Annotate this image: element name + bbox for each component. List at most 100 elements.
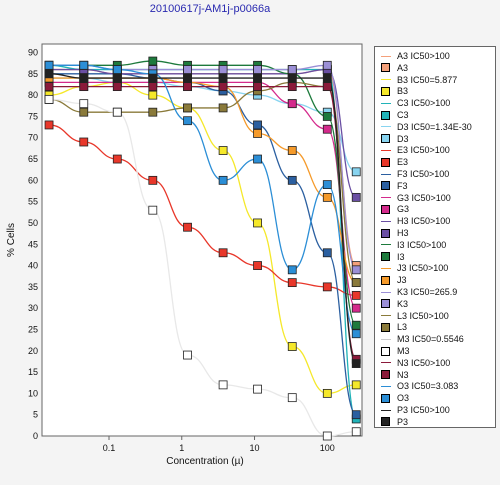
data-point-p3 — [253, 73, 262, 83]
legend-marker-j3: J3 — [381, 274, 407, 286]
legend-marker-label: D3 — [397, 133, 409, 144]
legend-marker-label: H3 — [397, 228, 409, 238]
data-point-o3 — [112, 65, 122, 74]
x-axis-label: Concentration (µ) — [166, 456, 243, 467]
legend-marker-swatch — [381, 110, 390, 120]
data-points — [44, 56, 361, 441]
legend-marker-swatch — [381, 417, 390, 427]
data-point-i3 — [148, 56, 158, 66]
legend-fit-f3: F3 IC50>100 — [381, 168, 449, 180]
legend-fit-label: A3 IC50>100 — [397, 51, 450, 61]
legend-fit-e3: E3 IC50>100 — [381, 144, 450, 156]
legend-marker-swatch — [381, 346, 390, 356]
legend-line-swatch — [381, 315, 391, 317]
legend-line-swatch — [381, 385, 391, 387]
data-point-g3 — [287, 99, 297, 109]
legend-marker-label: O3 — [397, 393, 410, 404]
data-point-o3 — [287, 265, 297, 275]
legend-marker-label: E3 — [397, 157, 409, 168]
data-point-m3 — [322, 431, 332, 441]
legend-fit-c3: C3 IC50>100 — [381, 97, 450, 109]
data-point-n3 — [183, 82, 192, 92]
y-tick-label: 25 — [28, 324, 38, 334]
y-tick-label: 60 — [28, 175, 38, 185]
x-tick-label: 1 — [179, 443, 184, 453]
legend-marker-swatch — [381, 299, 390, 309]
data-point-e3 — [148, 175, 158, 185]
data-point-n3 — [79, 82, 89, 92]
y-tick-label: 75 — [28, 111, 38, 121]
data-point-l3 — [79, 107, 89, 117]
y-tick-label: 80 — [28, 90, 38, 100]
legend-marker-b3: B3 — [381, 85, 408, 97]
legend-fit-i3: I3 IC50>100 — [381, 239, 446, 251]
legend-marker-l3: L3 — [381, 321, 407, 333]
y-tick-label: 30 — [28, 303, 38, 313]
legend-fit-g3: G3 IC50>100 — [381, 192, 451, 204]
legend-fit-m3: M3 IC50=0.5546 — [381, 333, 464, 345]
data-point-k3 — [218, 65, 228, 74]
data-point-p3 — [322, 73, 332, 83]
data-point-b3 — [253, 218, 262, 228]
legend-fit-label: D3 IC50=1.34E-30 — [397, 121, 472, 132]
legend-marker-label: F3 — [397, 180, 408, 191]
legend-line-swatch — [381, 173, 391, 175]
data-point-p3 — [218, 73, 228, 83]
data-point-e3 — [218, 248, 228, 258]
data-point-e3 — [44, 120, 54, 130]
data-point-m3 — [112, 107, 122, 117]
legend: A3 IC50>100 A3 B3 IC50=5.877 B3 C3 IC50>100 C… — [374, 46, 496, 428]
data-point-d3 — [351, 167, 361, 177]
data-point-m3 — [287, 393, 297, 403]
data-point-i3 — [322, 112, 332, 121]
data-point-j3 — [322, 192, 332, 202]
legend-fit-k3: K3 IC50=265.9 — [381, 286, 457, 298]
data-point-f3 — [322, 248, 332, 258]
y-tick-label: 10 — [28, 388, 38, 398]
data-point-p3 — [287, 73, 297, 83]
y-tick-label: 40 — [28, 261, 38, 271]
data-point-m3 — [351, 427, 361, 437]
data-point-m3 — [79, 99, 89, 109]
data-point-j3 — [253, 129, 262, 138]
data-point-m3 — [183, 350, 192, 360]
legend-marker-e3: E3 — [381, 156, 408, 168]
data-point-o3 — [253, 154, 262, 164]
legend-marker-h3: H3 — [381, 227, 409, 239]
legend-line-swatch — [381, 267, 391, 269]
legend-marker-swatch — [381, 275, 390, 285]
legend-marker-swatch — [381, 370, 390, 380]
data-point-n3 — [253, 82, 262, 92]
data-point-o3 — [183, 116, 192, 126]
data-point-o3 — [218, 175, 228, 185]
fit-curve-e3 — [49, 124, 357, 297]
legend-marker-d3: D3 — [381, 133, 409, 145]
legend-line-swatch — [381, 55, 391, 57]
legend-line-swatch — [381, 102, 391, 104]
legend-marker-swatch — [381, 252, 390, 262]
y-tick-label: 85 — [28, 69, 38, 79]
legend-marker-label: I3 — [397, 251, 405, 262]
data-point-k3 — [253, 65, 262, 74]
y-tick-label: 55 — [28, 197, 38, 207]
data-point-n3 — [148, 82, 158, 92]
data-point-f3 — [287, 175, 297, 185]
data-point-n3 — [287, 82, 297, 92]
legend-marker-n3: N3 — [381, 369, 409, 381]
legend-marker-swatch — [381, 63, 390, 73]
legend-marker-label: A3 — [397, 62, 409, 73]
data-point-l3 — [218, 103, 228, 113]
legend-marker-f3: F3 — [381, 180, 408, 192]
data-point-n3 — [44, 82, 54, 92]
y-tick-label: 35 — [28, 282, 38, 292]
data-point-b3 — [322, 388, 332, 398]
legend-line-swatch — [381, 126, 391, 128]
data-point-e3 — [112, 154, 122, 164]
legend-fit-label: I3 IC50>100 — [397, 239, 447, 250]
legend-marker-i3: I3 — [381, 251, 405, 263]
data-point-p3 — [183, 73, 192, 83]
legend-marker-g3: G3 — [381, 203, 409, 215]
y-tick-label: 5 — [33, 410, 38, 420]
legend-fit-label: G3 IC50>100 — [397, 192, 451, 203]
data-point-i3 — [351, 320, 361, 330]
